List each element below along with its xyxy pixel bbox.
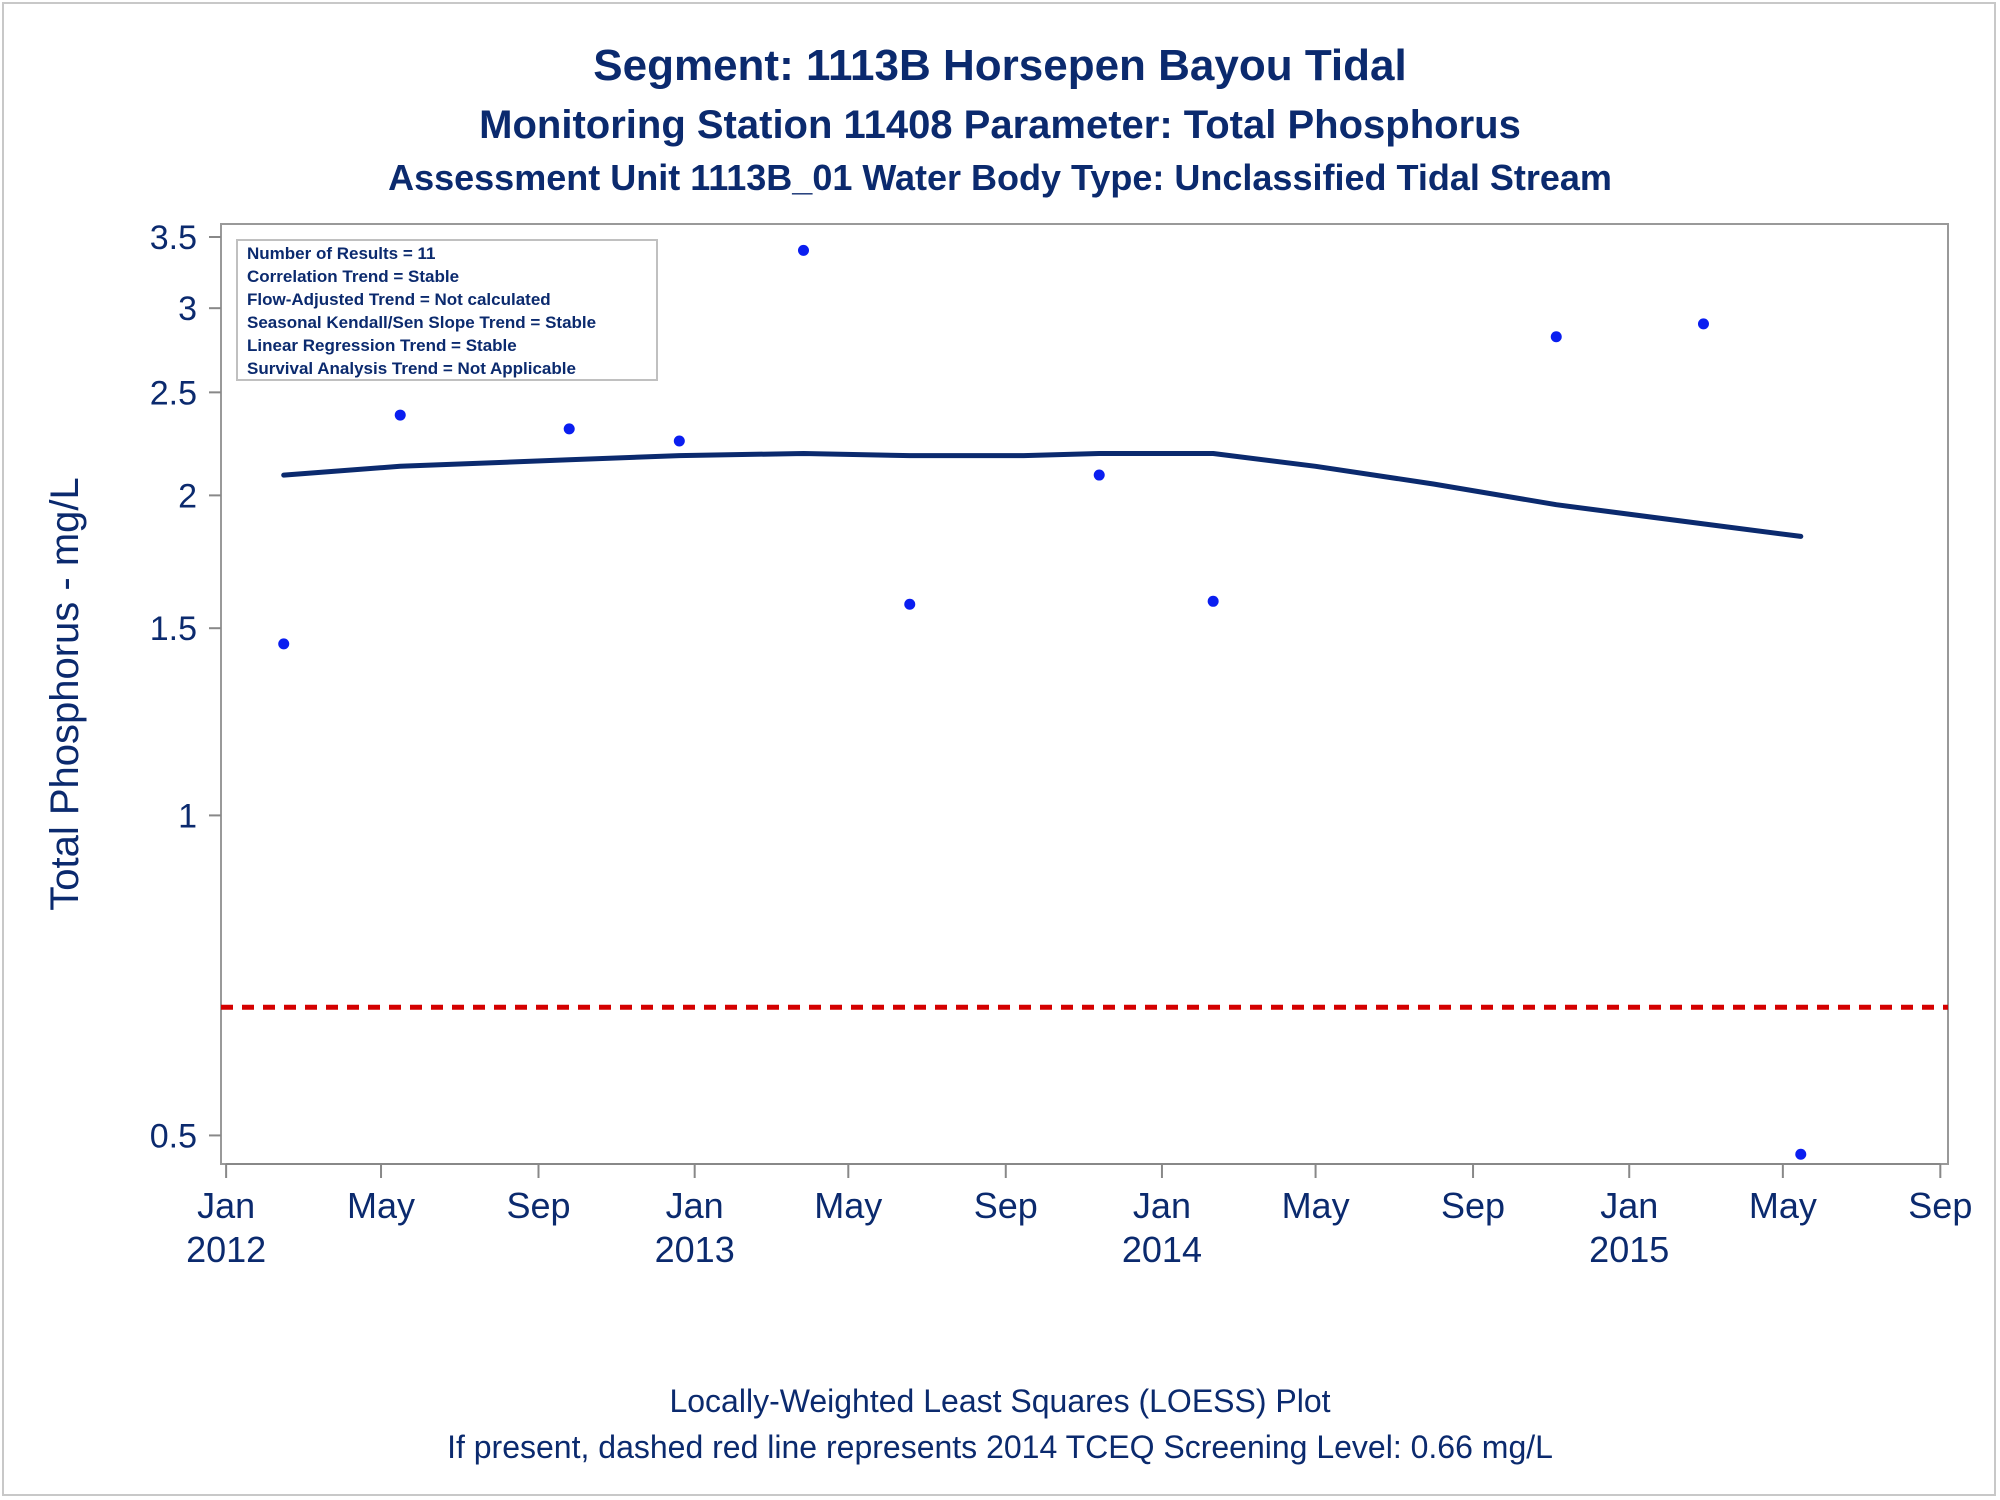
data-point [1697, 318, 1709, 330]
data-point [1795, 1148, 1807, 1160]
inset-line-2: Flow-Adjusted Trend = Not calculated [247, 290, 551, 309]
trend-summary-box: Number of Results = 11 Correlation Trend… [236, 239, 658, 381]
x-tick-label: Sep [1908, 1185, 1972, 1226]
footnotes: Locally-Weighted Least Squares (LOESS) P… [447, 1383, 1553, 1465]
x-tick-label: Jan [1133, 1185, 1191, 1226]
loess-line [281, 451, 1804, 539]
y-tick-label: 1.5 [150, 610, 197, 648]
titles: Segment: 1113B Horsepen Bayou Tidal Moni… [388, 41, 1612, 198]
x-tick-label: Sep [974, 1185, 1038, 1226]
x-tick-label: May [1282, 1185, 1350, 1226]
x-tick-label: May [347, 1185, 415, 1226]
data-point [1093, 469, 1105, 481]
x-tick-label: May [1749, 1185, 1817, 1226]
chart-subtitle: Monitoring Station 11408 Parameter: Tota… [479, 103, 1521, 147]
x-tick-label: Jan [1600, 1185, 1658, 1226]
x-tick-year-label: 2012 [186, 1229, 266, 1270]
x-tick-year-label: 2013 [655, 1229, 735, 1270]
x-tick-year-label: 2014 [1122, 1229, 1202, 1270]
y-tick-label: 0.5 [150, 1117, 197, 1155]
x-tick-label: May [814, 1185, 882, 1226]
x-tick-label: Sep [1441, 1185, 1505, 1226]
x-tick-label: Jan [666, 1185, 724, 1226]
inset-line-0: Number of Results = 11 [247, 244, 435, 263]
data-point [278, 638, 290, 650]
y-tick-label: 2.5 [150, 374, 197, 412]
data-point [394, 409, 406, 421]
footnote-screening: If present, dashed red line represents 2… [447, 1429, 1553, 1465]
y-tick-label: 3.5 [150, 219, 197, 257]
data-point [673, 435, 685, 447]
inset-line-4: Linear Regression Trend = Stable [247, 336, 517, 355]
inset-line-5: Survival Analysis Trend = Not Applicable [247, 359, 576, 378]
data-point [1207, 595, 1219, 607]
data-point [797, 244, 809, 256]
x-tick-label: Sep [506, 1185, 570, 1226]
trend-summary-border [236, 239, 658, 381]
data-point [563, 423, 575, 435]
x-tick-label: Jan [197, 1185, 255, 1226]
y-axis-label: Total Phosphorus - mg/L [43, 477, 87, 911]
y-tick-label: 2 [178, 477, 197, 515]
y-tick-label: 1 [178, 797, 197, 835]
chart-subtitle-2: Assessment Unit 1113B_01 Water Body Type… [388, 157, 1612, 198]
y-axis: 0.5 1 1.5 2 2.5 3 3.5 [150, 219, 221, 1155]
data-point [904, 598, 916, 610]
data-points [278, 244, 1807, 1160]
chart-title: Segment: 1113B Horsepen Bayou Tidal [593, 41, 1406, 90]
data-point [1550, 331, 1562, 343]
loess-curve [281, 451, 1804, 539]
inset-line-1: Correlation Trend = Stable [247, 267, 459, 286]
y-tick-label: 3 [178, 290, 197, 328]
inset-line-3: Seasonal Kendall/Sen Slope Trend = Stabl… [247, 313, 596, 332]
footnote-loess: Locally-Weighted Least Squares (LOESS) P… [669, 1383, 1330, 1419]
x-tick-year-label: 2015 [1589, 1229, 1669, 1270]
